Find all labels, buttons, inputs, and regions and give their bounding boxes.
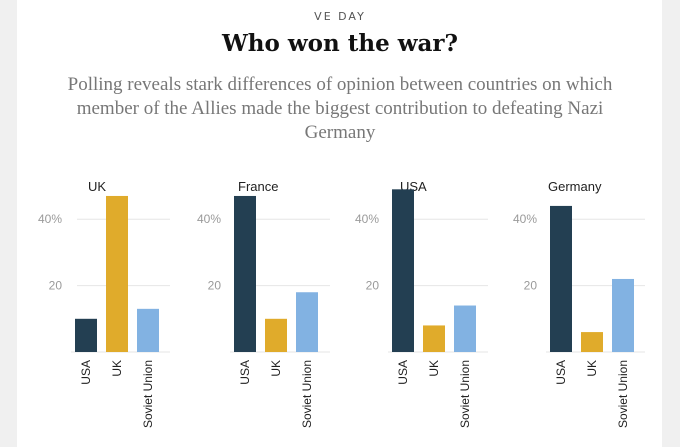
x-category-label: UK [427,360,441,377]
bar-soviet-union [137,308,159,352]
bar-uk [423,325,445,352]
panel-title: France [238,179,278,194]
y-tick-label: 40% [355,212,379,226]
bar-uk [106,195,128,352]
bar-soviet-union [296,292,318,352]
y-tick-label: 20 [49,279,63,293]
subtitle: Polling reveals stark differences of opi… [67,74,613,143]
bar-uk [581,332,603,352]
panel-title: UK [88,179,106,194]
y-tick-label: 20 [208,279,222,293]
y-tick-label: 20 [366,279,380,293]
x-category-label: UK [585,360,599,377]
x-category-label: Soviet Union [458,360,472,428]
y-tick-label: 40% [38,212,62,226]
y-tick-label: 20 [524,279,538,293]
bar-usa [392,189,414,352]
x-category-label: Soviet Union [616,360,630,428]
panel-title: Germany [548,179,602,194]
bar-uk [265,318,287,352]
bar-soviet-union [454,305,476,352]
x-category-label: USA [79,360,93,385]
x-category-label: Soviet Union [300,360,314,428]
kicker: VE DAY [314,10,366,23]
y-tick-label: 40% [197,212,221,226]
bar-usa [234,195,256,352]
x-category-label: Soviet Union [141,360,155,428]
page-title: Who won the war? [221,30,459,57]
bar-usa [75,318,97,352]
bar-usa [550,205,572,352]
x-category-label: UK [110,360,124,377]
y-tick-label: 40% [513,212,537,226]
bar-soviet-union [612,278,634,352]
x-category-label: USA [554,360,568,385]
x-category-label: USA [238,360,252,385]
x-category-label: USA [396,360,410,385]
x-category-label: UK [269,360,283,377]
